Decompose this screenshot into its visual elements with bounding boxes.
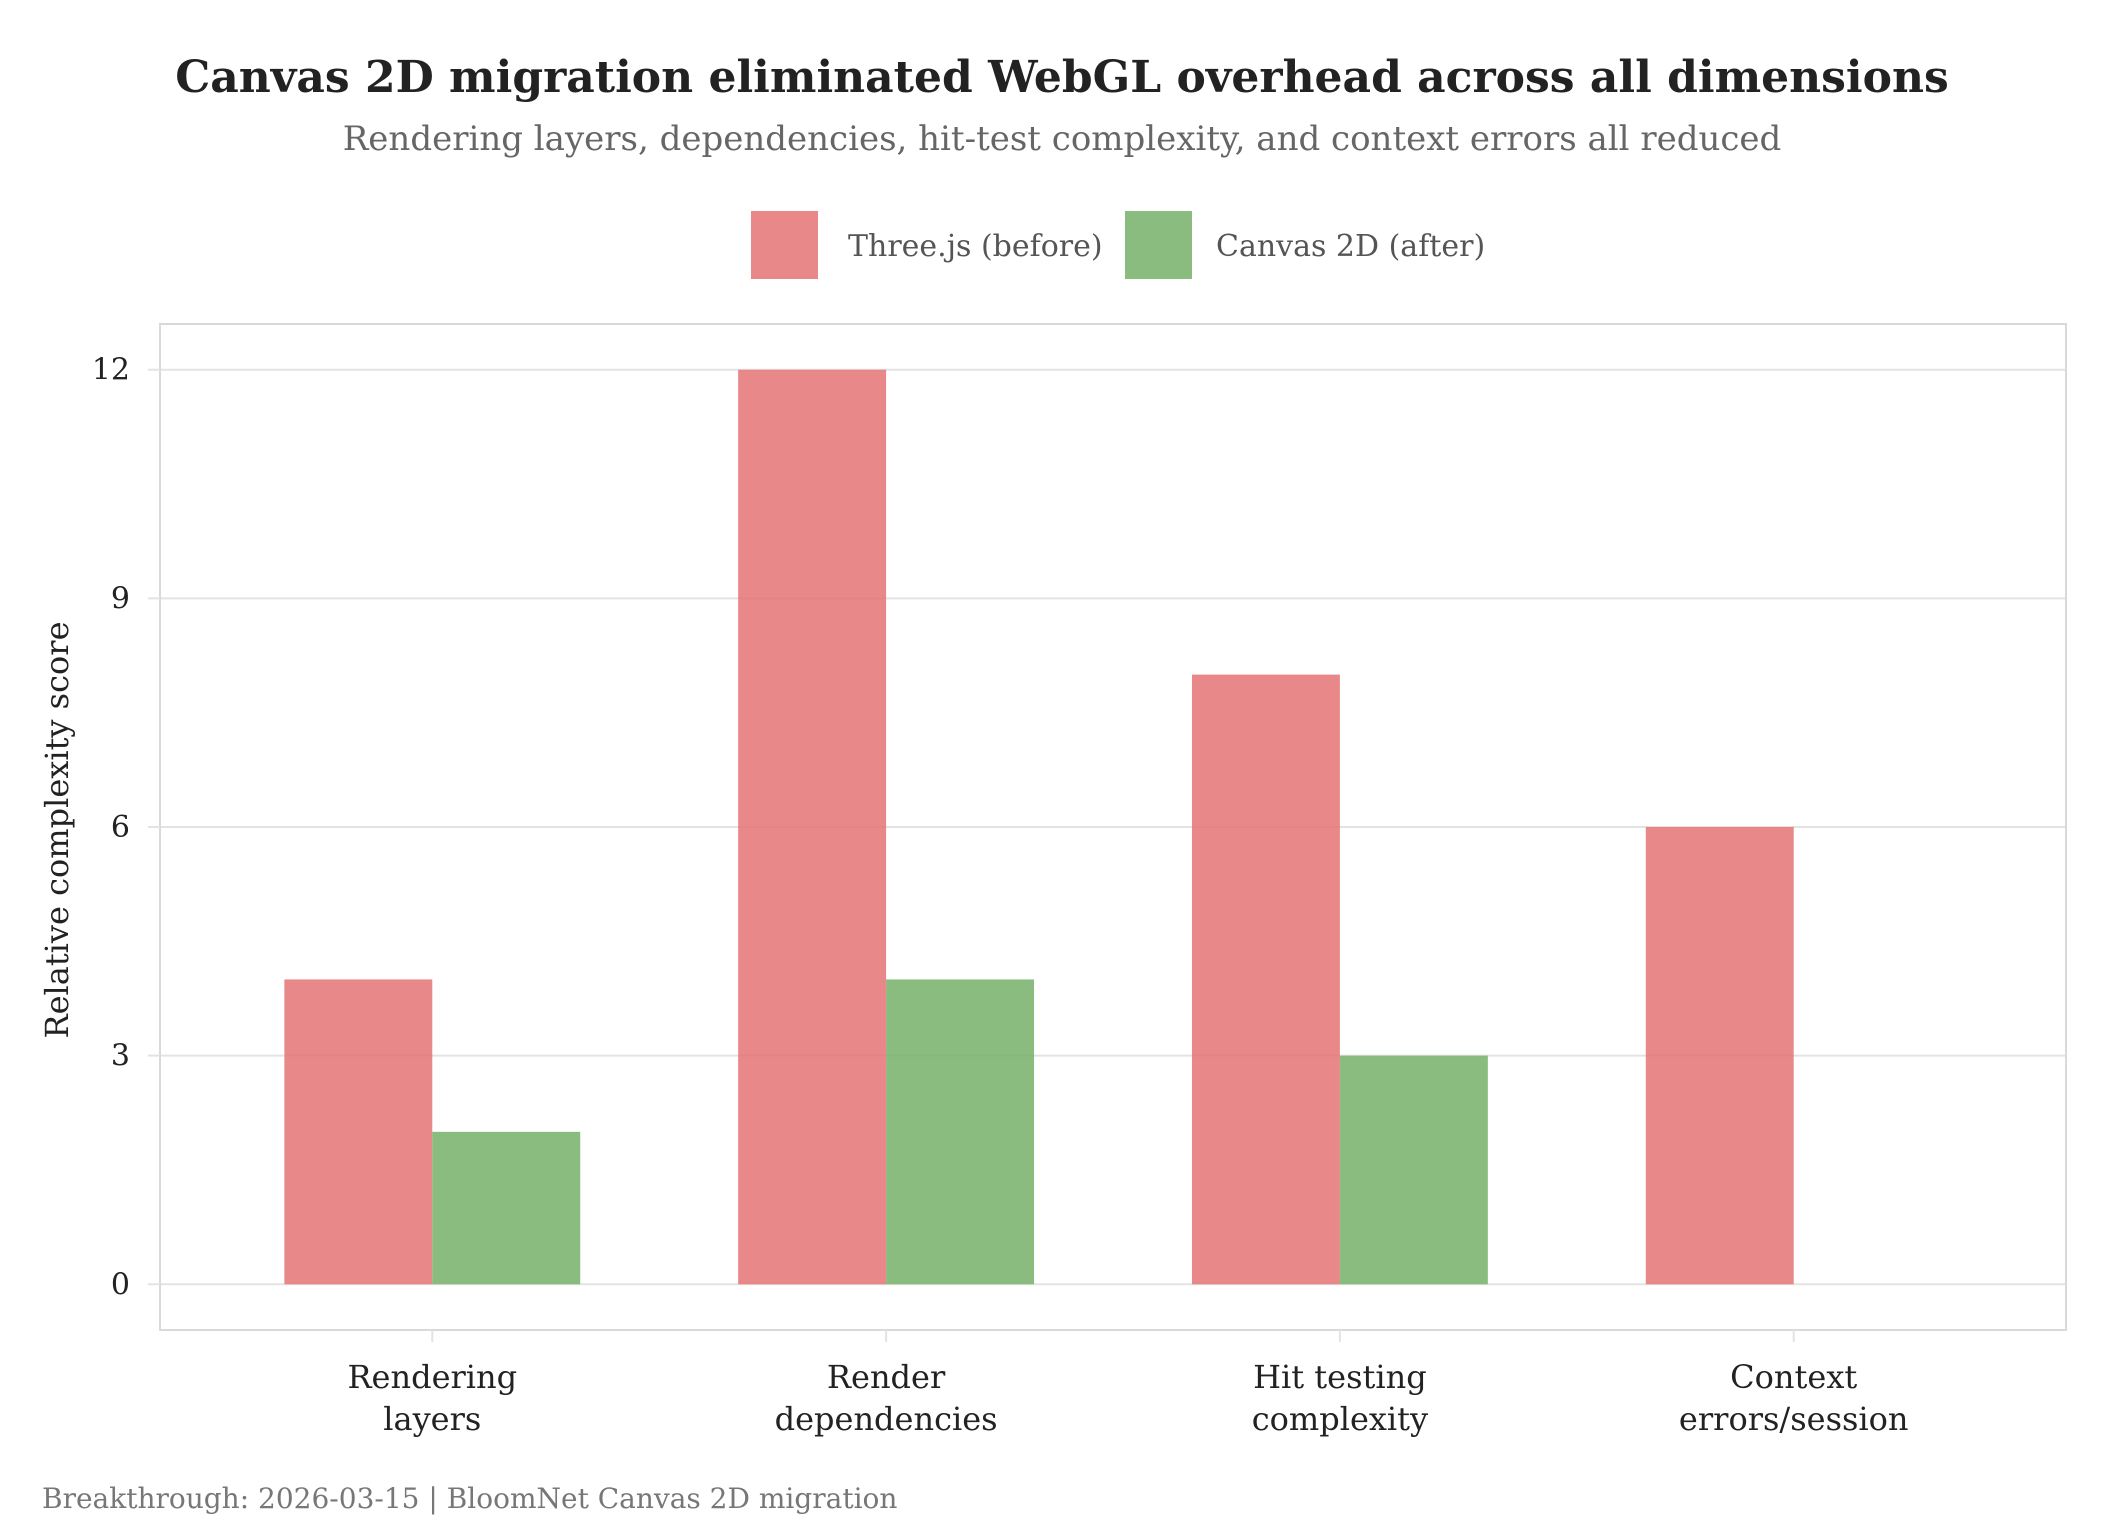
- x-tick-label: Rendering layers: [347, 1358, 517, 1438]
- bar-three-js-3: [1645, 827, 1794, 1285]
- x-tick-label-line: dependencies: [775, 1400, 998, 1438]
- bar-canvas-2d-1: [886, 979, 1035, 1285]
- x-tick-label: Context errors/session: [1679, 1358, 1909, 1438]
- x-tick-label-line: Hit testing: [1253, 1358, 1427, 1396]
- legend-swatch-canvas-2d: [1125, 211, 1192, 279]
- bars: [284, 369, 1794, 1285]
- x-tick-label-line: Render: [827, 1358, 946, 1396]
- x-tick-label: Render dependencies: [775, 1358, 998, 1438]
- y-tick-label: 0: [111, 1267, 130, 1302]
- y-tick-label: 12: [92, 353, 130, 388]
- bar-canvas-2d-2: [1339, 1055, 1488, 1285]
- chart-caption: Breakthrough: 2026-03-15 | BloomNet Canv…: [42, 1482, 897, 1515]
- x-axis-ticks: Rendering layers Render dependencies Hit tes…: [347, 1330, 1909, 1438]
- bar-canvas-2d-0: [432, 1131, 581, 1285]
- chart-title: Canvas 2D migration eliminated WebGL ove…: [175, 52, 1948, 103]
- bar-three-js-0: [284, 979, 433, 1285]
- x-tick-label-line: errors/session: [1679, 1400, 1909, 1438]
- x-tick-label: Hit testing complexity: [1252, 1358, 1428, 1438]
- y-tick-label: 6: [111, 810, 130, 845]
- y-axis-title: Relative complexity score: [38, 621, 76, 1038]
- y-tick-label: 3: [111, 1039, 130, 1074]
- legend: Three.js (before) Canvas 2D (after): [751, 211, 1485, 279]
- x-tick-label-line: Rendering: [347, 1358, 517, 1396]
- chart-subtitle: Rendering layers, dependencies, hit-test…: [343, 119, 1782, 159]
- legend-label-canvas-2d: Canvas 2D (after): [1216, 229, 1485, 264]
- x-tick-label-line: Context: [1730, 1358, 1857, 1396]
- legend-label-three-js: Three.js (before): [848, 229, 1103, 264]
- y-tick-label: 9: [111, 581, 130, 616]
- bar-three-js-2: [1191, 674, 1340, 1285]
- y-axis-ticks: 0 3 6 9 12: [92, 353, 160, 1302]
- plot-area: 0 3 6 9 12 Rendering layers Render dependencies…: [92, 323, 2067, 1438]
- x-tick-label-line: complexity: [1252, 1400, 1428, 1438]
- x-tick-label-line: layers: [383, 1400, 481, 1438]
- legend-swatch-three-js: [751, 211, 818, 279]
- bar-three-js-1: [738, 369, 887, 1285]
